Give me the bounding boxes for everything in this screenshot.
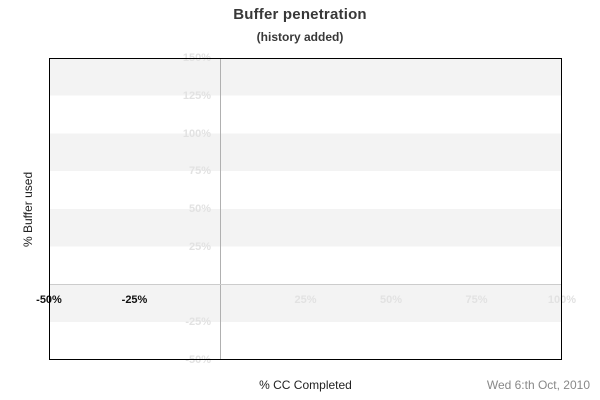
zero-line-horizontal <box>49 284 562 285</box>
zero-line-vertical <box>219 58 221 360</box>
x-tick-label: -25% <box>121 294 148 306</box>
plot-area: 150% 125% 100% 75% 50% 25% -25% -50% -50% -25% 25… <box>36 52 576 366</box>
y-tick-label: 150% <box>182 52 211 64</box>
x-axis-title: % CC Completed <box>259 378 352 392</box>
y-tick-label: 50% <box>188 203 211 215</box>
y-tick-label: 25% <box>188 240 211 253</box>
x-tick-label: 100% <box>547 294 577 306</box>
x-tick-label: 75% <box>465 294 488 306</box>
y-tick-label: 100% <box>182 127 211 140</box>
x-tick-label: -50% <box>36 294 62 306</box>
chart-title: Buffer penetration <box>233 6 367 23</box>
y-tick-label: -50% <box>185 354 211 366</box>
date-label: Wed 6:th Oct, 2010 <box>486 378 590 392</box>
y-tick-label: 125% <box>182 89 211 102</box>
y-tick-label: -25% <box>185 316 211 329</box>
chart-subtitle: (history added) <box>256 30 344 44</box>
x-tick-label: 50% <box>379 294 403 306</box>
y-axis-title: % Buffer used <box>21 171 35 247</box>
x-tick-label: 25% <box>294 294 317 306</box>
y-tick-label: 75% <box>188 165 211 178</box>
